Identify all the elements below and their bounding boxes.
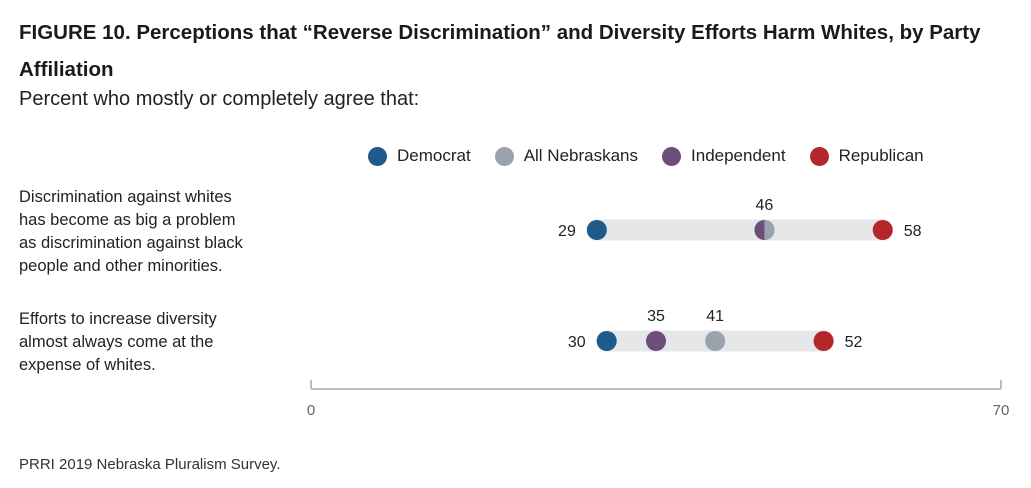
row-label-line: almost always come at the	[19, 333, 214, 351]
legend-swatch	[809, 146, 829, 166]
legend-item: Democrat	[368, 146, 471, 166]
legend-label: All Nebraskans	[523, 146, 639, 165]
dot-democrat	[596, 331, 617, 351]
row-label-2: Efforts to increase diversity almost alwa…	[19, 308, 289, 377]
legend-label: Independent	[691, 146, 786, 165]
row-label-line: expense of whites.	[19, 356, 156, 374]
legend-item: Independent	[662, 146, 786, 166]
row-label-line: people and other minorities.	[19, 257, 223, 275]
data-label: 52	[845, 334, 863, 351]
row-label-line: as discrimination against black	[19, 234, 243, 252]
legend-item: Republican	[809, 146, 924, 166]
x-tick-label: 0	[307, 402, 315, 419]
legend-label: Republican	[838, 146, 924, 165]
x-tick-label: 70	[993, 402, 1010, 419]
data-label: 46	[756, 197, 774, 214]
row-label-1: Discrimination against whites has become …	[19, 186, 289, 278]
row-label-line: Efforts to increase diversity	[19, 310, 217, 328]
dot-all-nebraskans	[764, 220, 775, 240]
chart-subtitle: Percent who mostly or completely agree t…	[19, 88, 420, 110]
data-label: 29	[558, 223, 576, 240]
data-label: 41	[706, 308, 724, 325]
dot-republican	[813, 331, 834, 351]
row-label-line: Discrimination against whites	[19, 188, 232, 206]
row-label-line: has become as big a problem	[19, 211, 236, 229]
legend-swatch	[662, 146, 682, 166]
dot-all-nebraskans	[705, 331, 726, 351]
data-label: 35	[647, 308, 665, 325]
legend-item: All Nebraskans	[494, 146, 639, 166]
legend: Democrat All Nebraskans Independent Republi…	[368, 144, 948, 168]
legend-swatch	[494, 146, 514, 166]
data-label: 30	[568, 334, 586, 351]
legend-swatch	[368, 146, 387, 166]
dot-democrat	[586, 220, 607, 240]
legend-label: Democrat	[397, 146, 471, 165]
data-label: 58	[904, 223, 922, 240]
dot-independent	[646, 331, 666, 351]
source-note: PRRI 2019 Nebraska Pluralism Survey.	[19, 456, 281, 473]
dot-republican	[872, 220, 893, 240]
chart-title: FIGURE 10. Perceptions that “Reverse Dis…	[19, 21, 981, 81]
